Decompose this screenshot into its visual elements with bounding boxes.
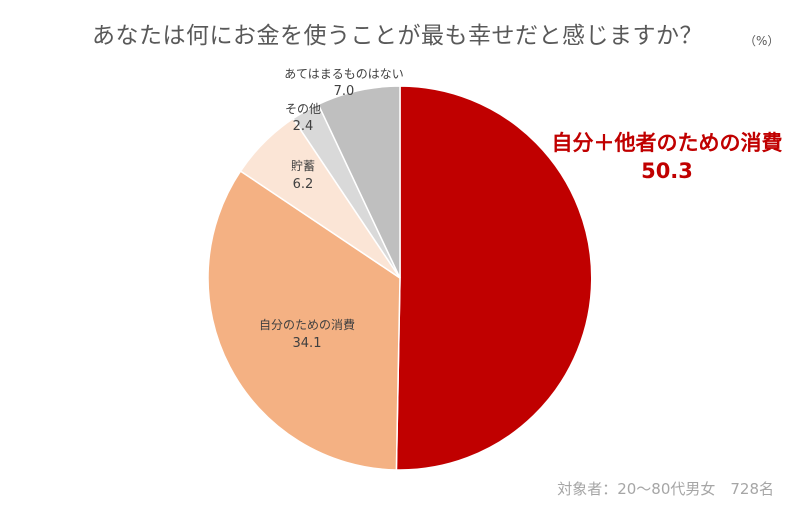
chart-title: あなたは何にお金を使うことが最も幸せだと感じますか？ — [92, 23, 703, 49]
slice-name-label: 貯蓄 — [291, 159, 315, 173]
pie-slice — [317, 85, 401, 279]
slice-name-label: 自分のための消費 — [259, 317, 355, 332]
pie-labels: 自分＋他者のための消費 50.3 自分のための消費 34.1 貯蓄 6.2 その他 2.4 あて… — [259, 67, 783, 351]
slice-name-label: その他 — [285, 102, 321, 116]
slice-value-label: 6.2 — [293, 177, 314, 192]
respondent-note: 対象者：20～80代男女 728名 — [557, 480, 774, 498]
slice-value-label: 34.1 — [293, 336, 322, 351]
pie-slice — [395, 85, 593, 471]
slice-value-label: 50.3 — [641, 159, 693, 183]
slice-value-label: 7.0 — [334, 84, 355, 99]
slice-name-label: あてはまるものはない — [284, 67, 404, 81]
slice-value-label: 2.4 — [293, 119, 314, 134]
slice-name-label: 自分＋他者のための消費 — [552, 131, 783, 155]
pie-slices — [207, 85, 593, 471]
pie-slice — [207, 170, 401, 471]
unit-label: （%） — [744, 34, 780, 48]
